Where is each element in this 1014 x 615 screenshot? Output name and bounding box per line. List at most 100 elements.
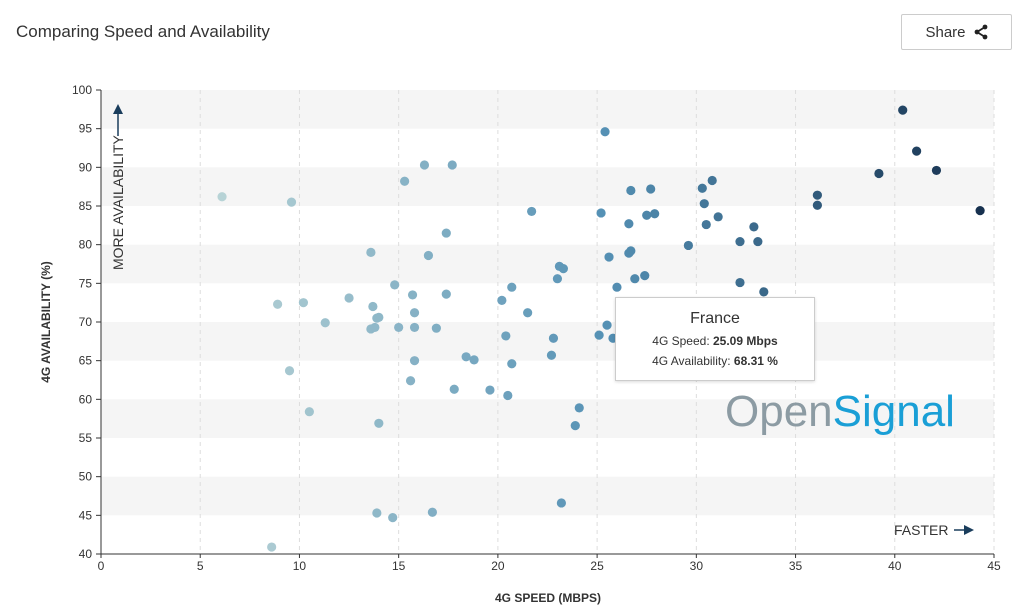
data-point[interactable] [284,366,295,376]
data-point[interactable] [701,219,711,230]
data-point[interactable] [874,168,884,179]
tooltip-speed: 4G Speed: 25.09 Mbps [616,334,814,348]
data-point[interactable] [594,330,604,340]
data-point[interactable] [735,277,745,288]
logo-part-signal: Signal [832,387,955,436]
data-point[interactable] [409,308,420,318]
data-point[interactable] [759,287,769,297]
y-tick-label: 75 [79,276,93,290]
data-point[interactable] [699,199,709,209]
data-point[interactable] [503,390,513,401]
data-point[interactable] [374,312,384,322]
data-point[interactable] [683,240,693,251]
data-point[interactable] [630,274,640,284]
x-tick-labels: 0 5 10 15 20 25 30 35 40 45 [98,554,1001,573]
data-point[interactable] [368,301,378,312]
data-point[interactable] [558,264,568,274]
x-tick-label: 40 [888,559,902,573]
data-point[interactable] [574,403,584,413]
data-point[interactable] [931,165,942,176]
y-tick-label: 85 [79,199,93,213]
data-point[interactable] [749,222,759,232]
data-point[interactable] [548,333,559,343]
data-point[interactable] [449,384,459,394]
data-point[interactable] [523,308,533,318]
data-point[interactable] [286,197,297,207]
data-point[interactable] [612,282,622,292]
data-point[interactable] [600,127,610,137]
data-point[interactable] [405,376,416,386]
data-point[interactable] [427,507,438,517]
data-point[interactable] [400,176,410,186]
data-point[interactable] [507,359,517,369]
data-point[interactable] [596,208,606,218]
data-point[interactable] [409,322,420,333]
data-point[interactable] [570,421,580,431]
data-point[interactable] [640,271,650,281]
data-point[interactable] [423,250,434,261]
x-tick-label: 30 [690,559,704,573]
data-point[interactable] [753,236,763,247]
data-point[interactable] [366,247,376,257]
share-button[interactable]: Share [901,14,1012,50]
data-point[interactable] [507,282,517,292]
data-point[interactable] [431,323,441,333]
data-point[interactable] [898,105,908,115]
data-point[interactable] [602,320,612,330]
data-point[interactable] [388,513,398,523]
data-point[interactable] [604,252,614,262]
tooltip-country: France [690,310,740,327]
data-point[interactable] [320,318,330,328]
data-point[interactable] [370,322,380,333]
data-point[interactable] [546,350,557,360]
data-point[interactable] [419,160,430,170]
data-point[interactable] [642,210,652,220]
data-point[interactable] [461,352,471,362]
data-point[interactable] [409,356,420,366]
data-point[interactable] [273,299,283,309]
data-point[interactable] [697,183,707,193]
tooltip-speed-label: 4G Speed: [652,334,713,348]
y-tick-label: 70 [79,315,93,329]
grid-band [101,244,994,284]
data-point[interactable] [441,228,451,238]
data-point[interactable] [812,200,822,210]
data-point[interactable] [501,331,511,341]
data-point[interactable] [650,209,660,219]
data-point[interactable] [441,289,451,299]
data-point[interactable] [374,418,384,428]
data-point[interactable] [626,185,636,196]
tooltip-availability-label: 4G Availability: [652,354,734,368]
data-point[interactable] [626,246,636,256]
data-point[interactable] [713,212,723,222]
data-point[interactable] [217,192,227,202]
data-point[interactable] [646,184,656,194]
data-point[interactable] [390,280,400,290]
data-point[interactable] [624,219,634,229]
data-point[interactable] [372,508,382,518]
data-point[interactable] [527,206,537,217]
opensignal-logo: OpenSignal [725,390,955,434]
data-point[interactable] [735,236,745,247]
data-point[interactable] [394,322,404,333]
tooltip: France 4G Speed: 25.09 Mbps 4G Availabil… [615,297,815,381]
data-point[interactable] [304,407,314,417]
data-point[interactable] [497,295,507,305]
data-point[interactable] [485,385,495,395]
data-point[interactable] [267,542,277,552]
data-point[interactable] [812,190,822,200]
y-tick-label: 40 [79,547,93,561]
data-point[interactable] [407,290,418,300]
more-availability-annotation: MORE AVAILABILITY [110,104,126,270]
data-point[interactable] [552,274,563,284]
y-tick-label: 55 [79,431,93,445]
data-point[interactable] [298,298,309,308]
data-point[interactable] [469,355,479,365]
data-point[interactable] [447,160,457,170]
data-point[interactable] [975,206,985,216]
data-point[interactable] [344,293,354,303]
y-tick-label: 60 [79,392,93,406]
data-point[interactable] [707,175,717,186]
data-point[interactable] [912,146,922,156]
data-point[interactable] [556,498,566,508]
